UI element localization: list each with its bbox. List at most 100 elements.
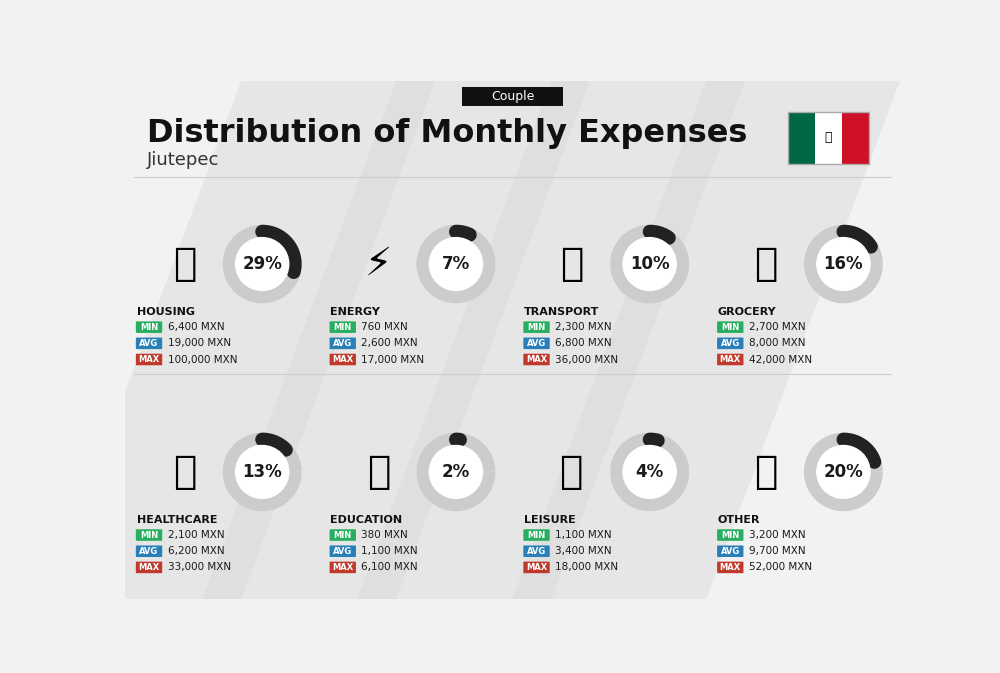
- Text: 🏥: 🏥: [173, 453, 196, 491]
- Text: 17,000 MXN: 17,000 MXN: [361, 355, 424, 365]
- Text: 6,800 MXN: 6,800 MXN: [555, 339, 612, 349]
- FancyBboxPatch shape: [136, 322, 162, 333]
- Text: MAX: MAX: [332, 563, 353, 572]
- Circle shape: [429, 238, 483, 291]
- FancyBboxPatch shape: [330, 338, 356, 349]
- FancyBboxPatch shape: [523, 338, 550, 349]
- Bar: [788, 112, 869, 164]
- Text: OTHER: OTHER: [718, 515, 760, 525]
- Polygon shape: [512, 81, 900, 599]
- Text: 6,200 MXN: 6,200 MXN: [168, 546, 224, 556]
- Text: 7%: 7%: [442, 255, 470, 273]
- FancyBboxPatch shape: [136, 338, 162, 349]
- Text: AVG: AVG: [333, 339, 352, 348]
- Text: MAX: MAX: [332, 355, 353, 364]
- Text: 33,000 MXN: 33,000 MXN: [168, 563, 231, 573]
- Text: MIN: MIN: [721, 322, 739, 332]
- Text: AVG: AVG: [139, 546, 159, 556]
- Text: AVG: AVG: [139, 339, 159, 348]
- FancyBboxPatch shape: [330, 322, 356, 333]
- Text: MAX: MAX: [526, 355, 547, 364]
- Polygon shape: [358, 81, 745, 599]
- Circle shape: [817, 238, 870, 291]
- Text: MAX: MAX: [526, 563, 547, 572]
- Text: AVG: AVG: [721, 546, 740, 556]
- Text: 760 MXN: 760 MXN: [361, 322, 408, 332]
- Text: 3,200 MXN: 3,200 MXN: [749, 530, 806, 540]
- Circle shape: [236, 238, 289, 291]
- Text: 💰: 💰: [754, 453, 778, 491]
- Text: 36,000 MXN: 36,000 MXN: [555, 355, 618, 365]
- Polygon shape: [202, 81, 590, 599]
- Text: 8,000 MXN: 8,000 MXN: [749, 339, 805, 349]
- FancyBboxPatch shape: [523, 529, 550, 541]
- Text: ⚡: ⚡: [365, 245, 392, 283]
- Text: 🛒: 🛒: [754, 245, 778, 283]
- Text: Couple: Couple: [491, 90, 534, 103]
- FancyBboxPatch shape: [523, 354, 550, 365]
- Circle shape: [236, 446, 289, 498]
- FancyBboxPatch shape: [717, 322, 743, 333]
- Text: AVG: AVG: [333, 546, 352, 556]
- Text: 2%: 2%: [442, 463, 470, 481]
- FancyBboxPatch shape: [717, 545, 743, 557]
- Text: HEALTHCARE: HEALTHCARE: [137, 515, 217, 525]
- Text: MAX: MAX: [720, 355, 741, 364]
- Text: TRANSPORT: TRANSPORT: [524, 307, 600, 317]
- FancyBboxPatch shape: [717, 338, 743, 349]
- Text: Distribution of Monthly Expenses: Distribution of Monthly Expenses: [147, 118, 747, 149]
- Text: 13%: 13%: [242, 463, 282, 481]
- Text: MIN: MIN: [140, 322, 158, 332]
- FancyBboxPatch shape: [330, 354, 356, 365]
- Text: MIN: MIN: [527, 530, 546, 540]
- Text: 18,000 MXN: 18,000 MXN: [555, 563, 618, 573]
- Text: 2,100 MXN: 2,100 MXN: [168, 530, 224, 540]
- FancyBboxPatch shape: [523, 322, 550, 333]
- FancyBboxPatch shape: [136, 529, 162, 541]
- FancyBboxPatch shape: [330, 562, 356, 573]
- Text: AVG: AVG: [527, 339, 546, 348]
- Text: 1,100 MXN: 1,100 MXN: [361, 546, 418, 556]
- Bar: [842, 112, 869, 164]
- Bar: [815, 112, 842, 164]
- Text: 16%: 16%: [824, 255, 863, 273]
- Text: 6,400 MXN: 6,400 MXN: [168, 322, 224, 332]
- Text: 29%: 29%: [242, 255, 282, 273]
- Text: 20%: 20%: [824, 463, 863, 481]
- Text: 🎓: 🎓: [367, 453, 390, 491]
- Text: MAX: MAX: [138, 563, 160, 572]
- FancyBboxPatch shape: [523, 545, 550, 557]
- Text: AVG: AVG: [527, 546, 546, 556]
- FancyBboxPatch shape: [717, 562, 743, 573]
- Text: 🚌: 🚌: [560, 245, 584, 283]
- Text: LEISURE: LEISURE: [524, 515, 576, 525]
- Text: 100,000 MXN: 100,000 MXN: [168, 355, 237, 365]
- Text: 380 MXN: 380 MXN: [361, 530, 408, 540]
- Text: MIN: MIN: [721, 530, 739, 540]
- FancyBboxPatch shape: [136, 562, 162, 573]
- Circle shape: [623, 238, 676, 291]
- Text: 2,700 MXN: 2,700 MXN: [749, 322, 806, 332]
- Text: 42,000 MXN: 42,000 MXN: [749, 355, 812, 365]
- Text: MAX: MAX: [720, 563, 741, 572]
- Text: MIN: MIN: [140, 530, 158, 540]
- Text: 🛍️: 🛍️: [560, 453, 584, 491]
- Text: MIN: MIN: [334, 530, 352, 540]
- Bar: [788, 112, 815, 164]
- Text: EDUCATION: EDUCATION: [330, 515, 402, 525]
- FancyBboxPatch shape: [136, 545, 162, 557]
- Text: 4%: 4%: [636, 463, 664, 481]
- Text: MIN: MIN: [334, 322, 352, 332]
- Text: 6,100 MXN: 6,100 MXN: [361, 563, 418, 573]
- Text: 🦅: 🦅: [825, 131, 832, 144]
- Circle shape: [429, 446, 483, 498]
- Text: 19,000 MXN: 19,000 MXN: [168, 339, 231, 349]
- FancyBboxPatch shape: [523, 562, 550, 573]
- FancyBboxPatch shape: [717, 354, 743, 365]
- FancyBboxPatch shape: [330, 545, 356, 557]
- Text: 🏢: 🏢: [173, 245, 196, 283]
- Text: AVG: AVG: [721, 339, 740, 348]
- Text: GROCERY: GROCERY: [718, 307, 776, 317]
- FancyBboxPatch shape: [330, 529, 356, 541]
- Text: ENERGY: ENERGY: [330, 307, 380, 317]
